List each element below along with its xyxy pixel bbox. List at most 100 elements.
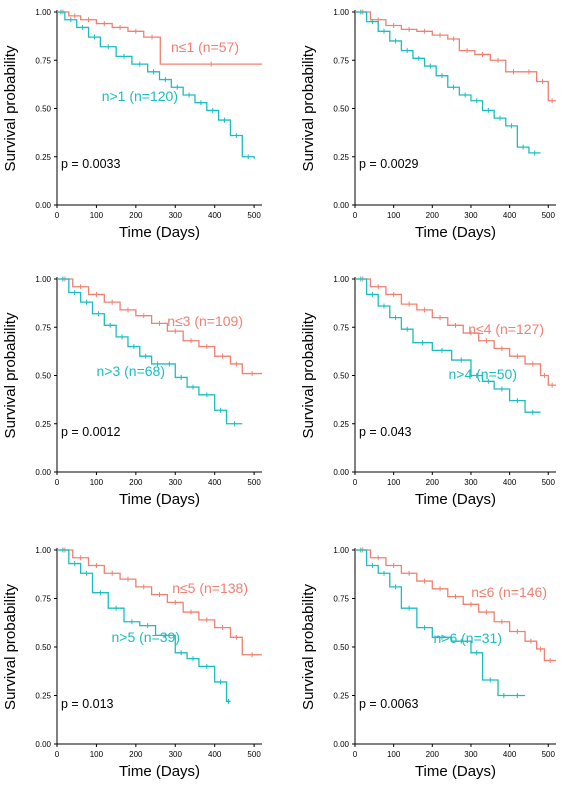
- x-tick-label: 0: [55, 211, 60, 220]
- km-chart: 0 100 200 300 400 500 0.00 0.25 0.50 0.75 1.00 Time…: [300, 275, 556, 508]
- x-tick-label: 500: [247, 211, 261, 220]
- x-tick-label: 300: [464, 478, 478, 487]
- x-tick-label: 200: [426, 211, 440, 220]
- y-tick-label: 0.00: [35, 468, 51, 477]
- x-tick-label: 400: [503, 211, 517, 220]
- x-tick-label: 400: [503, 750, 517, 759]
- x-tick-label: 100: [90, 211, 104, 220]
- x-tick-label: 100: [90, 750, 104, 759]
- x-tick-label: 500: [542, 211, 556, 220]
- y-axis-title: Survival probability: [2, 312, 19, 438]
- y-tick-label: 0.50: [35, 643, 51, 652]
- survival-curve-high: [355, 11, 541, 154]
- x-tick-label: 200: [129, 750, 143, 759]
- y-tick-label: 0.50: [333, 105, 349, 114]
- km-chart: 0 100 200 300 400 500 0.00 0.25 0.50 0.75 1.00 Time…: [2, 275, 262, 508]
- y-tick-label: 0.25: [35, 692, 51, 701]
- x-axis-title: Time (Days): [119, 763, 200, 780]
- legend-label-high: n>3 (n=68): [97, 363, 166, 379]
- x-tick-label: 100: [387, 211, 401, 220]
- x-tick-label: 500: [247, 478, 261, 487]
- km-chart: 0 100 200 300 400 500 0.00 0.25 0.50 0.75 1.00 Time…: [2, 8, 262, 241]
- legend-label-high: n>4 (n=50): [449, 366, 518, 382]
- x-tick-label: 300: [464, 750, 478, 759]
- legend-label-low: n≤5 (n=138): [172, 580, 248, 596]
- survival-curve-high: [57, 11, 255, 159]
- y-tick-label: 0.50: [333, 372, 349, 381]
- legend-label-high: n>1 (n=120): [102, 88, 178, 104]
- y-tick-label: 0.50: [333, 643, 349, 652]
- km-chart: 0 100 200 300 400 500 0.00 0.25 0.50 0.75 1.00 Time…: [2, 546, 262, 780]
- y-axis-title: Survival probability: [300, 584, 317, 710]
- x-axis-title: Time (Days): [415, 763, 496, 780]
- x-tick-label: 400: [208, 478, 222, 487]
- legend-label-low: n≤1 (n=57): [171, 39, 239, 55]
- y-tick-label: 0.25: [35, 420, 51, 429]
- x-tick-label: 200: [129, 478, 143, 487]
- x-tick-label: 400: [208, 750, 222, 759]
- x-tick-label: 300: [169, 478, 183, 487]
- y-tick-label: 0.00: [333, 468, 349, 477]
- x-tick-label: 400: [503, 478, 517, 487]
- y-tick-label: 0.75: [35, 56, 51, 65]
- x-tick-label: 300: [464, 211, 478, 220]
- p-value-label: p = 0.0063: [359, 697, 418, 711]
- survival-curve-high: [57, 549, 231, 702]
- x-tick-label: 200: [426, 478, 440, 487]
- km-chart: 0 100 200 300 400 500 0.00 0.25 0.50 0.75 1.00 Time…: [300, 546, 556, 780]
- p-value-label: p = 0.0012: [61, 425, 120, 439]
- x-tick-label: 0: [55, 478, 60, 487]
- y-tick-label: 0.75: [333, 595, 349, 604]
- p-value-label: p = 0.0033: [61, 157, 120, 171]
- x-tick-label: 0: [55, 750, 60, 759]
- y-tick-label: 0.00: [333, 740, 349, 749]
- x-tick-label: 0: [353, 750, 358, 759]
- y-tick-label: 0.00: [333, 201, 349, 210]
- x-tick-label: 0: [353, 478, 358, 487]
- y-tick-label: 1.00: [333, 546, 349, 555]
- y-axis-title: Survival probability: [300, 312, 317, 438]
- x-tick-label: 0: [353, 211, 358, 220]
- y-tick-label: 0.25: [333, 153, 349, 162]
- km-panel-2: 0 100 200 300 400 500 0.00 0.25 0.50 0.75 1.00 Time…: [284, 0, 567, 262]
- survival-curve-low: [355, 11, 556, 102]
- y-tick-label: 1.00: [35, 275, 51, 284]
- x-tick-label: 400: [208, 211, 222, 220]
- km-panel-6: 0 100 200 300 400 500 0.00 0.25 0.50 0.75 1.00 Time…: [284, 524, 567, 785]
- legend-label-low: n≤6 (n=146): [471, 584, 547, 600]
- y-tick-label: 0.00: [35, 201, 51, 210]
- y-tick-label: 0.50: [35, 372, 51, 381]
- y-tick-label: 1.00: [333, 275, 349, 284]
- y-tick-label: 0.75: [35, 595, 51, 604]
- km-panel-5: 0 100 200 300 400 500 0.00 0.25 0.50 0.75 1.00 Time…: [0, 524, 284, 785]
- y-tick-label: 0.00: [35, 740, 51, 749]
- y-axis-title: Survival probability: [2, 45, 19, 171]
- x-axis-title: Time (Days): [415, 224, 496, 241]
- p-value-label: p = 0.043: [359, 425, 412, 439]
- survival-curve-high: [355, 278, 541, 413]
- km-chart: 0 100 200 300 400 500 0.00 0.25 0.50 0.75 1.00 Time…: [300, 8, 556, 241]
- x-tick-label: 500: [542, 750, 556, 759]
- legend-label-high: n>6 (n=31): [434, 630, 503, 646]
- x-tick-label: 100: [387, 750, 401, 759]
- y-tick-label: 0.25: [333, 420, 349, 429]
- y-tick-label: 1.00: [35, 546, 51, 555]
- x-tick-label: 200: [426, 750, 440, 759]
- p-value-label: p = 0.013: [61, 697, 114, 711]
- p-value-label: p = 0.0029: [359, 157, 418, 171]
- x-tick-label: 200: [129, 211, 143, 220]
- x-axis-title: Time (Days): [119, 491, 200, 508]
- y-tick-label: 0.75: [333, 56, 349, 65]
- y-axis-title: Survival probability: [300, 45, 317, 171]
- y-tick-label: 0.75: [333, 323, 349, 332]
- x-tick-label: 500: [542, 478, 556, 487]
- x-tick-label: 100: [90, 478, 104, 487]
- x-tick-label: 100: [387, 478, 401, 487]
- x-tick-label: 500: [247, 750, 261, 759]
- survival-curve-high: [355, 549, 526, 697]
- y-tick-label: 0.25: [333, 692, 349, 701]
- y-tick-label: 0.25: [35, 153, 51, 162]
- legend-label-low: n≤4 (n=127): [468, 321, 544, 337]
- y-axis-title: Survival probability: [2, 584, 19, 710]
